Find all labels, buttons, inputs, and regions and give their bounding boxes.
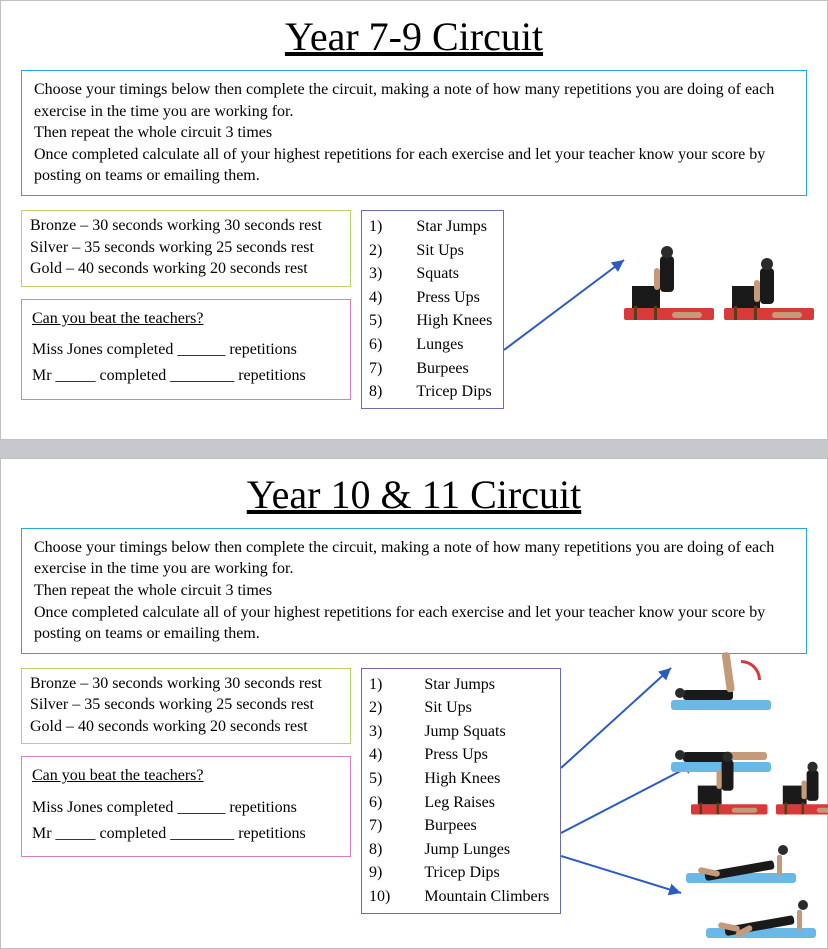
- timing-silver: Silver – 35 seconds working 25 seconds r…: [30, 237, 342, 259]
- exercise-item: High Knees: [394, 309, 493, 333]
- exercise-item: Lunges: [394, 333, 493, 357]
- exercise-list-box: 1)Star Jumps 2)Sit Ups 3)Squats 4)Press …: [361, 210, 504, 409]
- arrow-icon: [561, 838, 701, 918]
- timing-bronze: Bronze – 30 seconds working 30 seconds r…: [30, 215, 342, 237]
- exercise-item: Press Ups: [394, 286, 493, 310]
- challenge-line-2: Mr _____ completed ________ repetitions: [32, 363, 340, 389]
- tricep-dip-image: [724, 230, 814, 320]
- mountain-climber-image: [706, 878, 816, 938]
- challenge-line-1: Miss Jones completed ______ repetitions: [32, 795, 340, 821]
- exercise-item: Sit Ups: [394, 239, 493, 263]
- challenge-box: Can you beat the teachers? Miss Jones co…: [21, 756, 351, 857]
- challenge-box: Can you beat the teachers? Miss Jones co…: [21, 299, 351, 400]
- timings-box: Bronze – 30 seconds working 30 seconds r…: [21, 210, 351, 287]
- exercise-list-box: 1)Star Jumps 2)Sit Ups 3)Jump Squats 4)P…: [361, 668, 561, 914]
- left-column: Bronze – 30 seconds working 30 seconds r…: [21, 210, 351, 400]
- challenge-heading: Can you beat the teachers?: [32, 763, 340, 789]
- challenge-line-1: Miss Jones completed ______ repetitions: [32, 337, 340, 363]
- exercise-item: Burpees: [402, 814, 550, 838]
- exercise-table: 1)Star Jumps 2)Sit Ups 3)Jump Squats 4)P…: [368, 673, 550, 909]
- page-title: Year 10 & 11 Circuit: [21, 471, 807, 518]
- instructions-text: Choose your timings below then complete …: [34, 81, 774, 184]
- exercise-item: Mountain Climbers: [402, 885, 550, 909]
- timing-gold: Gold – 40 seconds working 20 seconds res…: [30, 716, 342, 738]
- exercise-item: Star Jumps: [402, 673, 550, 697]
- timing-silver: Silver – 35 seconds working 25 seconds r…: [30, 694, 342, 716]
- page-year-10-11: Year 10 & 11 Circuit Choose your timings…: [0, 458, 828, 949]
- image-area: [514, 210, 807, 390]
- content-row: Bronze – 30 seconds working 30 seconds r…: [21, 668, 807, 918]
- timings-box: Bronze – 30 seconds working 30 seconds r…: [21, 668, 351, 745]
- exercise-item: Jump Squats: [402, 720, 550, 744]
- exercise-item: Tricep Dips: [402, 861, 550, 885]
- exercise-table: 1)Star Jumps 2)Sit Ups 3)Squats 4)Press …: [368, 215, 493, 404]
- exercise-item: Tricep Dips: [394, 380, 493, 404]
- exercise-item: Star Jumps: [394, 215, 493, 239]
- instructions-box: Choose your timings below then complete …: [21, 70, 807, 196]
- tricep-dip-image: [776, 738, 828, 815]
- exercise-item: Sit Ups: [402, 696, 550, 720]
- image-area: [571, 668, 807, 918]
- tricep-dip-image: [624, 230, 714, 320]
- exercise-item: High Knees: [402, 767, 550, 791]
- challenge-heading: Can you beat the teachers?: [32, 306, 340, 332]
- exercise-item: Press Ups: [402, 743, 550, 767]
- instructions-box: Choose your timings below then complete …: [21, 528, 807, 654]
- instructions-text: Choose your timings below then complete …: [34, 539, 774, 642]
- exercise-item: Leg Raises: [402, 791, 550, 815]
- mountain-climber-image: [686, 823, 796, 883]
- page-title: Year 7-9 Circuit: [21, 13, 807, 60]
- timing-gold: Gold – 40 seconds working 20 seconds res…: [30, 258, 342, 280]
- page-year-7-9: Year 7-9 Circuit Choose your timings bel…: [0, 0, 828, 440]
- exercise-item: Squats: [394, 262, 493, 286]
- exercise-item: Jump Lunges: [402, 838, 550, 862]
- content-row: Bronze – 30 seconds working 30 seconds r…: [21, 210, 807, 409]
- exercise-item: Burpees: [394, 357, 493, 381]
- timing-bronze: Bronze – 30 seconds working 30 seconds r…: [30, 673, 342, 695]
- tricep-dip-image: [691, 738, 768, 815]
- leg-raise-image: [671, 640, 771, 710]
- challenge-line-2: Mr _____ completed ________ repetitions: [32, 821, 340, 847]
- left-column: Bronze – 30 seconds working 30 seconds r…: [21, 668, 351, 858]
- page-gap: [0, 440, 828, 458]
- arrow-icon: [504, 250, 644, 360]
